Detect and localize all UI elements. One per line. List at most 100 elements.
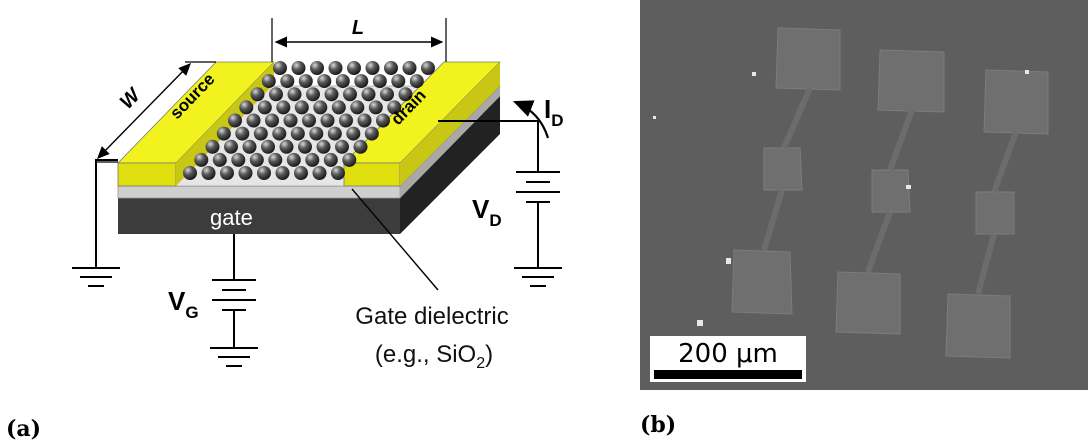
nanoparticle [310,61,324,75]
nanoparticle [346,126,361,141]
width-label: W [116,83,146,113]
nanoparticle [261,139,275,154]
nanoparticle [273,61,287,75]
scale-bar-label: 200 μm [678,339,778,369]
panel-b-label: (b) [640,412,676,438]
nanoparticle [183,166,197,180]
nanoparticle [257,166,271,180]
nanoparticle [294,100,309,115]
nanoparticle [250,87,265,102]
source-ground [72,159,120,287]
nanoparticle [380,87,394,102]
nanoparticle [339,113,353,128]
nanoparticle [368,100,383,115]
nanoparticle [298,74,313,89]
nanoparticle [294,166,308,180]
nanoparticle [324,87,339,102]
nanoparticle [384,61,398,75]
debris-specks [653,70,1029,326]
nanoparticle [275,166,290,180]
nanoparticle [376,113,390,128]
nanoparticle [353,139,368,154]
nanoparticle [364,126,379,141]
nanoparticle [246,113,261,128]
nanoparticle [365,61,380,75]
nanoparticle [212,152,227,167]
nanoparticle [272,126,287,141]
nanoparticle [317,74,332,89]
nanoparticle [391,74,406,89]
nanoparticle [291,61,306,75]
nanoparticle [269,87,283,102]
dielectric-caption-line2: (e.g., SiO2) [375,341,493,372]
nanoparticle [316,139,331,154]
nanoparticle [242,139,257,154]
nanoparticle [350,100,365,115]
nanoparticle [302,113,316,128]
nanoparticle [205,139,220,154]
panel-a: source drain gate L W [6,17,564,442]
nanoparticle [253,126,268,141]
nanoparticle [194,152,209,167]
nanoparticle [331,166,345,180]
nanoparticle [238,166,253,180]
nanoparticle [279,139,294,154]
dielectric-caption-line1: Gate dielectric [355,303,508,330]
drain-voltage-label: VD [472,194,502,230]
gate-voltage-label: VG [168,286,199,322]
length-label: L [352,17,364,39]
drain-current-label: ID [544,94,564,130]
nanoparticle [287,87,302,102]
nanoparticle [320,113,335,128]
nanoparticle [343,87,357,102]
length-dimension: L [271,17,447,62]
nanoparticle [335,74,350,89]
panel-a-label: (a) [6,416,41,442]
nanoparticle [309,126,324,141]
nanoparticle [305,152,320,167]
nanoparticle [231,152,246,167]
nanoparticle [298,139,312,154]
nanoparticle [283,113,298,128]
nanoparticle [387,100,402,115]
dielectric-callout: Gate dielectric (e.g., SiO2) [351,188,509,372]
gate-voltage-source: VG [168,234,258,367]
nanoparticle [312,166,327,180]
scale-bar: 200 μm [650,336,806,382]
nanoparticle [327,126,342,141]
nanoparticle [409,74,424,89]
nanoparticle [402,61,417,75]
nanoparticle [328,61,343,75]
nanoparticle [357,113,372,128]
nanoparticle [323,152,338,167]
gate-layer [118,96,500,234]
nanoparticle [398,87,413,102]
nanoparticle [286,152,301,167]
nanoparticle [224,139,238,154]
nanoparticle [342,152,357,167]
device-patterns [731,27,1049,359]
nanoparticle [216,126,231,141]
nanoparticle [261,74,276,89]
nanoparticle [265,113,279,128]
nanoparticle [290,126,305,141]
drain-voltage-source: ID VD [438,94,564,287]
nanoparticle [228,113,242,128]
nanoparticle [220,166,234,180]
nanoparticle [372,74,387,89]
nanoparticle [201,166,216,180]
nanoparticle [276,100,291,115]
nanoparticle [354,74,369,89]
nanoparticle [421,61,435,75]
nanoparticle [313,100,328,115]
nanoparticle [280,74,295,89]
gate-label: gate [210,205,253,230]
nanoparticle [239,100,254,115]
nanoparticle [306,87,320,102]
panel-b: 200 μm (b) [640,0,1088,438]
nanoparticle [257,100,272,115]
nanoparticle [361,87,376,102]
nanoparticle-array [183,61,435,180]
nanoparticle [335,139,349,154]
